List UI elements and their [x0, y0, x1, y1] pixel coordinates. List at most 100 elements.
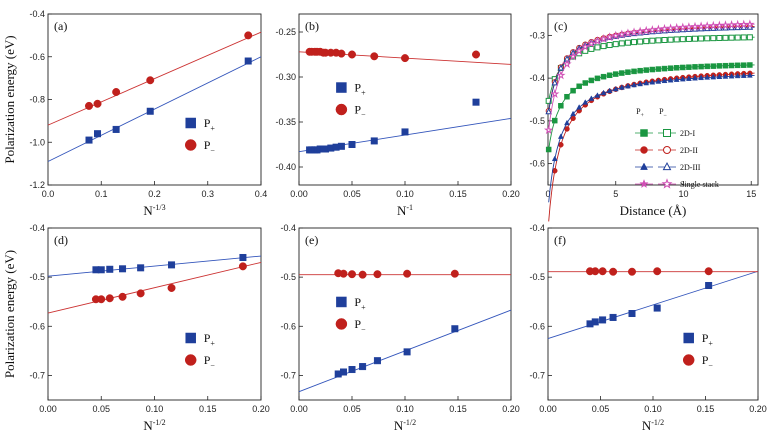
- data-point-minus: [722, 34, 729, 41]
- series-p-minus: [47, 261, 262, 314]
- data-point-minus: [557, 64, 565, 71]
- fit-curve-plus: [548, 72, 755, 222]
- legend-header: P−: [659, 107, 667, 119]
- series-p-plus: [547, 270, 759, 339]
- data-point-plus: [722, 73, 729, 79]
- data-point-plus: [673, 65, 680, 71]
- data-point-minus: [624, 39, 631, 46]
- data-point: [348, 270, 356, 279]
- data-point-plus: [710, 73, 717, 80]
- x-axis-label: N-1/2: [143, 418, 165, 433]
- data-point: [85, 101, 94, 110]
- x-tick-label: 0.3: [201, 189, 214, 199]
- y-tick-label: -1.0: [29, 137, 45, 147]
- data-point-minus: [629, 27, 639, 37]
- series-p-minus: [548, 267, 758, 276]
- x-axis-label: N-1/3: [143, 203, 165, 218]
- data-point-plus: [588, 95, 595, 101]
- data-point: [168, 261, 176, 269]
- data-point-plus: [734, 72, 741, 79]
- data-point-plus: [582, 99, 589, 105]
- data-point-minus: [726, 20, 737, 29]
- x-tick-label: 0.15: [199, 404, 217, 414]
- data-point: [451, 325, 459, 333]
- data-point: [85, 136, 93, 144]
- legend-label: 2D-I: [680, 129, 695, 138]
- data-point-minus: [702, 21, 712, 31]
- data-point: [94, 130, 102, 138]
- data-point-plus: [692, 64, 698, 70]
- y-tick-label: -0.6: [29, 52, 45, 62]
- x-tick-label: 0.20: [502, 189, 520, 199]
- y-tick-label: -0.3: [529, 30, 545, 40]
- x-tick-label: 0.15: [449, 189, 467, 199]
- data-point-minus: [673, 36, 680, 43]
- x-tick-label: 0.4: [255, 189, 268, 199]
- data-point-minus: [635, 26, 645, 36]
- data-point: [359, 363, 367, 371]
- x-axis-label: N-1: [397, 203, 413, 218]
- legend-label: P+: [354, 295, 366, 312]
- data-point: [340, 368, 348, 376]
- legend-label: P+: [204, 116, 216, 133]
- x-tick-label: 15: [746, 189, 756, 199]
- data-point: [118, 292, 127, 301]
- data-point-minus: [720, 20, 731, 30]
- data-point-minus: [600, 43, 607, 50]
- legend: P+ P−: [335, 81, 366, 120]
- data-point-plus: [643, 79, 650, 86]
- data-point: [653, 267, 662, 276]
- y-tick-label: -0.6: [280, 321, 296, 331]
- data-point-minus: [684, 22, 694, 32]
- legend-marker: [335, 103, 348, 116]
- data-point-minus: [617, 29, 627, 39]
- x-tick-label: 0.00: [290, 404, 308, 414]
- legend-marker: [184, 354, 197, 366]
- data-point-plus: [746, 72, 753, 78]
- series-p-minus: [299, 269, 511, 279]
- legend: P+ P− 2D-I 2D-II 2D-III Single stack: [635, 107, 719, 189]
- data-point: [112, 88, 121, 97]
- legend-label: P+: [204, 331, 216, 348]
- legend-marker: [682, 354, 695, 366]
- data-point-minus: [631, 39, 638, 46]
- data-point-plus: [728, 62, 735, 69]
- data-point: [337, 49, 346, 58]
- data-point-plus: [728, 72, 735, 79]
- data-point-plus: [692, 74, 698, 81]
- data-point-plus: [661, 65, 668, 72]
- legend-marker-filled: [640, 129, 648, 137]
- x-tick-label: 0.15: [449, 404, 467, 414]
- data-point-minus: [678, 22, 688, 32]
- fit-line: [47, 31, 262, 126]
- x-tick-label: 0.1: [95, 189, 108, 199]
- legend-marker-filled: [640, 146, 648, 154]
- data-point-minus: [692, 35, 698, 42]
- data-point: [370, 137, 378, 145]
- data-point-minus: [653, 24, 664, 34]
- legend-label: 2D-III: [680, 163, 701, 172]
- data-point: [119, 265, 127, 273]
- data-point: [106, 265, 114, 273]
- plot-frame: [298, 227, 512, 401]
- data-point: [244, 31, 253, 40]
- panel-c: 0 5 10 15-0.6-0.5-0.4-0.3(c)Distance (Å)P+ P…: [529, 13, 759, 222]
- x-tick-label: 0.15: [697, 404, 715, 414]
- data-point-minus: [623, 28, 633, 38]
- data-point-plus: [625, 82, 631, 89]
- legend-label: P+: [354, 81, 366, 98]
- x-tick-label: 0.20: [749, 404, 767, 414]
- data-point: [450, 269, 459, 278]
- data-point-minus: [649, 37, 656, 44]
- data-point-minus: [606, 42, 613, 49]
- x-tick-label: 0.00: [290, 189, 308, 199]
- data-point: [146, 107, 154, 115]
- series-p-minus: [298, 47, 512, 65]
- data-point-minus: [543, 125, 554, 135]
- data-point-minus: [637, 38, 644, 45]
- legend-label: P−: [354, 317, 366, 334]
- data-point-minus: [696, 21, 706, 31]
- data-point-plus: [704, 63, 710, 70]
